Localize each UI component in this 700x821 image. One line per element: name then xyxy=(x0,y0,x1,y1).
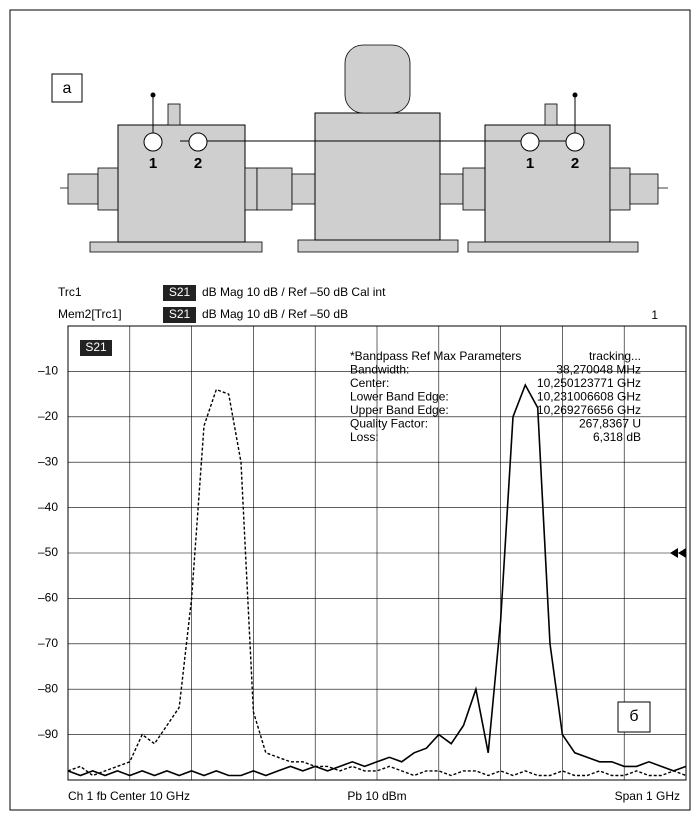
marker-label: Quality Factor: xyxy=(350,417,428,431)
port xyxy=(188,132,208,152)
diagram: а 1 2 1 2 xyxy=(51,44,670,253)
marker-value: 38,270048 MHz xyxy=(556,363,641,377)
panel-label: б xyxy=(629,708,638,725)
trace-name: Mem2[Trc1] xyxy=(58,307,122,321)
panel-box xyxy=(617,701,651,733)
cylinder xyxy=(344,44,411,114)
panel-box xyxy=(51,73,83,103)
block xyxy=(117,124,246,243)
marker-value: 6,318 dB xyxy=(593,430,641,444)
channel-number: 1 xyxy=(651,308,658,322)
flange xyxy=(97,167,119,211)
tag-box xyxy=(163,285,196,301)
footer-right: Span 1 GHz xyxy=(615,789,680,803)
port xyxy=(143,132,163,152)
y-tick-label: –40 xyxy=(38,500,58,514)
marker-value: 10,231006608 GHz xyxy=(537,390,641,404)
y-tick-label: –10 xyxy=(38,364,58,378)
port xyxy=(565,132,585,152)
adapter xyxy=(256,167,293,211)
marker-value: tracking... xyxy=(589,349,641,363)
trace-header: Trc1 S21 dB Mag 10 dB / Ref –50 dB Cal i… xyxy=(58,285,658,323)
marker-label: Upper Band Edge: xyxy=(350,403,449,417)
marker-label: *Bandpass Ref Max Parameters xyxy=(350,349,521,363)
y-tick-label: –50 xyxy=(38,545,58,559)
port xyxy=(520,132,540,152)
trace xyxy=(67,383,687,777)
tag-box xyxy=(163,307,196,323)
flange xyxy=(244,167,258,211)
flange xyxy=(629,173,659,205)
port-label: 1 xyxy=(149,155,157,172)
port-label: 1 xyxy=(526,155,534,172)
trace-tag: S21 xyxy=(85,340,107,354)
panel-label: а xyxy=(63,80,72,97)
flange xyxy=(291,173,316,205)
y-tick-label: –60 xyxy=(38,591,58,605)
y-tick-label: –20 xyxy=(38,409,58,423)
y-tick-label: –80 xyxy=(38,681,58,695)
trace-name: Trc1 xyxy=(58,285,82,299)
stub xyxy=(544,103,558,126)
block xyxy=(314,112,441,241)
footer-left: Ch 1 fb Center 10 GHz xyxy=(68,789,190,803)
stub xyxy=(167,103,181,126)
trace-format: dB Mag 10 dB / Ref –50 dB xyxy=(202,307,348,321)
probe-tip xyxy=(572,92,578,98)
trace xyxy=(67,388,687,777)
marker-label: Bandwidth: xyxy=(350,363,409,377)
marker-value: 10,269276656 GHz xyxy=(537,403,641,417)
port-label: 2 xyxy=(194,155,202,172)
base xyxy=(297,239,459,253)
marker-value: 10,250123771 GHz xyxy=(537,376,641,390)
flange xyxy=(609,167,631,211)
y-tick-label: –70 xyxy=(38,636,58,650)
adapter xyxy=(462,167,486,211)
trace-tag: S21 xyxy=(169,307,191,321)
marker-label: Lower Band Edge: xyxy=(350,390,449,404)
trace-format: dB Mag 10 dB / Ref –50 dB Cal int xyxy=(202,285,386,299)
flange xyxy=(67,173,99,205)
probe-tip xyxy=(150,92,156,98)
block xyxy=(484,124,611,243)
port-label: 2 xyxy=(571,155,579,172)
marker-label: Loss: xyxy=(350,430,379,444)
tag-box xyxy=(80,340,112,356)
ref-marker xyxy=(670,548,686,558)
base xyxy=(467,241,639,253)
y-tick-label: –30 xyxy=(38,454,58,468)
y-tick-label: –90 xyxy=(38,727,58,741)
trace-tag: S21 xyxy=(169,285,191,299)
marker-value: 267,8367 U xyxy=(579,417,641,431)
footer-center: Pb 10 dBm xyxy=(347,789,406,803)
marker-label: Center: xyxy=(350,376,389,390)
flange xyxy=(439,173,464,205)
base xyxy=(89,241,263,253)
